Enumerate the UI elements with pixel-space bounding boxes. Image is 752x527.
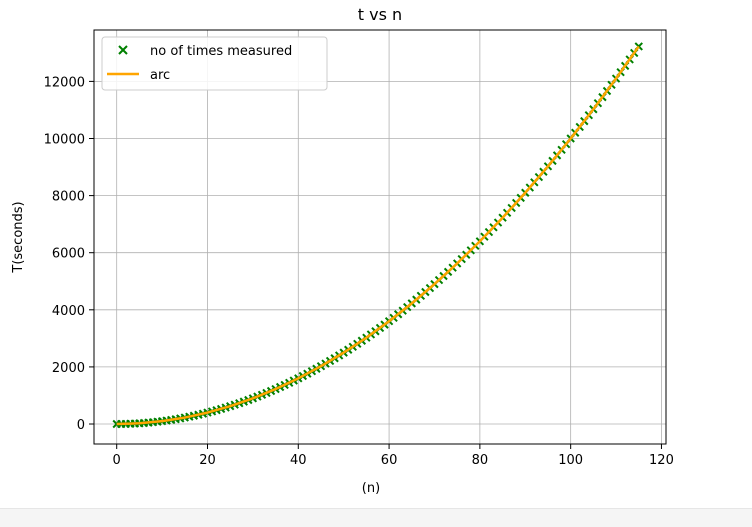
legend: no of times measured arc <box>101 36 328 91</box>
legend-label-measured: no of times measured <box>150 44 292 59</box>
y-tick-label: 4000 <box>52 304 85 319</box>
plot-area <box>112 42 643 429</box>
plot-frame <box>93 29 667 445</box>
grid <box>94 30 666 444</box>
x-axis-label: (n) <box>362 481 380 496</box>
y-tick-label: 12000 <box>44 75 85 90</box>
series-measured <box>112 42 643 429</box>
chart-title: t vs n <box>358 5 402 24</box>
y-axis-label: T(seconds) <box>11 201 26 273</box>
x-tick-label: 80 <box>472 453 489 468</box>
x-tick-label: 100 <box>558 453 583 468</box>
x-tick-label: 120 <box>649 453 674 468</box>
legend-box <box>101 36 328 91</box>
axes-ticks: 0 20 40 60 80 100 120 0 2000 4000 6000 8000 10000 120… <box>44 75 674 468</box>
y-tick-label: 2000 <box>52 361 85 376</box>
legend-label-arc: arc <box>150 68 170 83</box>
series-arc-line <box>116 45 640 426</box>
x-tick-label: 60 <box>381 453 398 468</box>
x-tick-label: 20 <box>199 453 216 468</box>
x-tick-label: 0 <box>113 453 121 468</box>
y-tick-label: 0 <box>77 418 85 433</box>
y-tick-label: 6000 <box>52 247 85 262</box>
bottom-strip <box>0 508 752 527</box>
y-tick-label: 10000 <box>44 132 85 147</box>
y-tick-label: 8000 <box>52 190 85 205</box>
x-tick-label: 40 <box>290 453 307 468</box>
legend-marker-icon <box>118 45 128 55</box>
